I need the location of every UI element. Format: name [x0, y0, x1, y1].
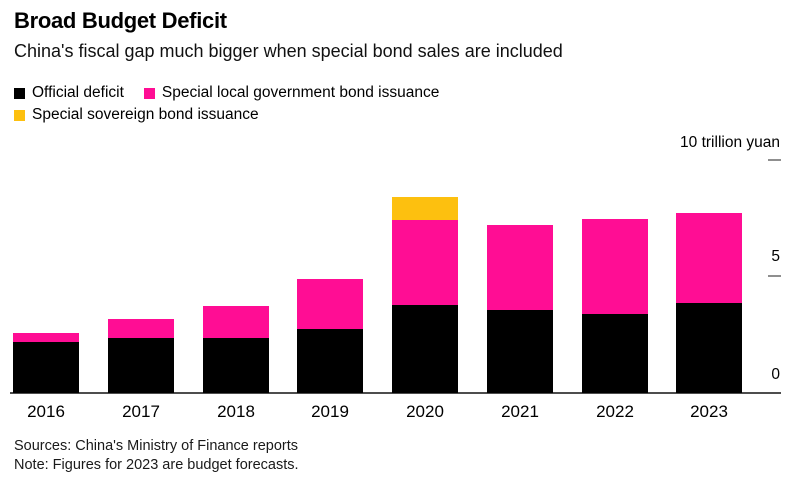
bar-2017 — [108, 318, 174, 393]
bar-2019 — [297, 278, 363, 393]
bar-segment-2019-official-deficit — [297, 328, 363, 393]
y-tick-5 — [768, 275, 781, 277]
x-label-2020: 2020 — [406, 402, 444, 421]
page-title: Broad Budget Deficit — [14, 8, 227, 33]
bar-segment-2020-official-deficit — [392, 305, 458, 393]
x-label-2023: 2023 — [690, 402, 728, 421]
bar-2022 — [582, 218, 648, 393]
bar-segment-2023-special-local-government-bond-issuance — [676, 212, 742, 303]
special-local-bond-swatch-icon — [143, 87, 155, 99]
bar-segment-2018-special-local-government-bond-issuance — [203, 306, 269, 338]
x-axis-line — [10, 392, 781, 394]
bar-2021 — [487, 224, 553, 393]
bar-2016 — [13, 332, 79, 393]
special-sovereign-bond-swatch-icon — [14, 109, 25, 121]
bar-segment-2022-official-deficit — [582, 314, 648, 393]
bar-segment-2017-official-deficit — [108, 337, 174, 393]
bar-segment-2020-special-local-government-bond-issuance — [392, 220, 458, 306]
x-label-2021: 2021 — [501, 402, 539, 421]
legend-label: Special sovereign bond issuance — [32, 106, 259, 123]
x-label-2017: 2017 — [122, 402, 160, 421]
bar-segment-2017-special-local-government-bond-issuance — [108, 318, 174, 338]
legend-row-1: Official deficit Special local governmen… — [14, 84, 439, 102]
x-label-2019: 2019 — [311, 402, 349, 421]
legend-label: Special local government bond issuance — [161, 84, 440, 101]
y-axis-unit-label: 10 trillion yuan — [680, 134, 780, 151]
bar-segment-2016-official-deficit — [13, 342, 79, 393]
bar-segment-2019-special-local-government-bond-issuance — [297, 278, 363, 329]
y-tick-label-5: 5 — [771, 248, 780, 265]
bar-segment-2022-special-local-government-bond-issuance — [582, 218, 648, 315]
legend-item-special-local-bond: Special local government bond issuance — [143, 84, 440, 102]
legend-item-official-deficit: Official deficit — [14, 84, 124, 102]
footer-note: Note: Figures for 2023 are budget foreca… — [14, 457, 299, 473]
bar-2020 — [392, 197, 458, 393]
bar-segment-2021-special-local-government-bond-issuance — [487, 224, 553, 310]
x-label-2018: 2018 — [217, 402, 255, 421]
y-tick-10 — [768, 159, 781, 161]
x-label-2022: 2022 — [596, 402, 634, 421]
legend-item-special-sovereign-bond: Special sovereign bond issuance — [14, 106, 259, 124]
bar-segment-2016-special-local-government-bond-issuance — [13, 332, 79, 343]
official-deficit-swatch-icon — [14, 87, 25, 99]
x-axis-labels: 2016 2017 2018 2019 2020 2021 2022 2023 — [0, 402, 804, 424]
chart-subtitle: China's fiscal gap much bigger when spec… — [14, 41, 563, 61]
bar-2018 — [203, 306, 269, 393]
bar-segment-2020-special-sovereign-bond-issuance — [392, 197, 458, 221]
bar-segment-2023-official-deficit — [676, 302, 742, 393]
plot-area — [0, 150, 804, 393]
legend-row-2: Special sovereign bond issuance — [14, 106, 259, 124]
bar-2023 — [676, 212, 742, 393]
bar-segment-2021-official-deficit — [487, 309, 553, 393]
footer-sources: Sources: China's Ministry of Finance rep… — [14, 438, 299, 454]
y-tick-label-0: 0 — [771, 366, 780, 383]
bar-segment-2018-official-deficit — [203, 337, 269, 393]
x-label-2016: 2016 — [27, 402, 65, 421]
legend-label: Official deficit — [32, 84, 124, 101]
